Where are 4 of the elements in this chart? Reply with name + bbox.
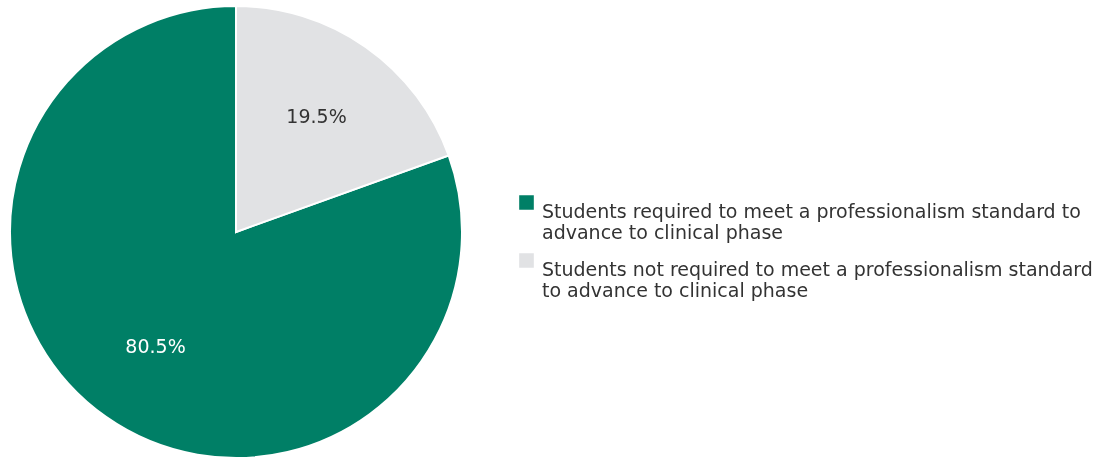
legend-label: Students required to meet a professionalism standard to advance to clinical phase — [542, 199, 1081, 243]
data-label: 19.5% — [286, 105, 347, 128]
legend-label: Students not required to meet a professionalism standard to advance to clinical phase — [542, 257, 1093, 301]
data-label: 80.5% — [125, 334, 186, 357]
